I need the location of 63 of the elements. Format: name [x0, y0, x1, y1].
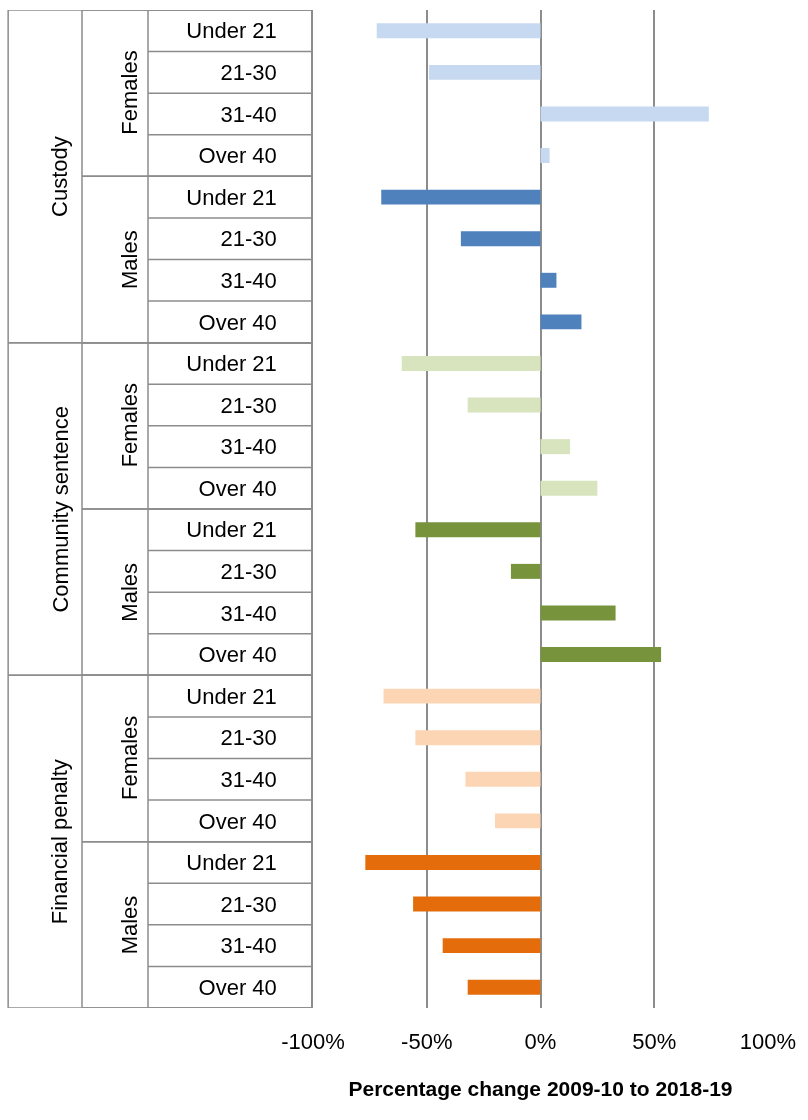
y-tick-label: Over 40: [198, 309, 277, 335]
x-tick-label: -50%: [401, 1029, 453, 1054]
text: Custody: [47, 136, 73, 217]
bar: [429, 64, 541, 80]
bar: [413, 896, 541, 912]
bar: [540, 605, 616, 621]
text: Males: [117, 230, 143, 290]
y-tick-label: 21-30: [220, 891, 277, 917]
text: Females: [116, 382, 142, 468]
bar: [540, 480, 598, 496]
text: Males: [116, 895, 142, 955]
bar: [383, 688, 541, 704]
bar: [540, 439, 571, 455]
text: Financial penalty: [46, 759, 72, 925]
x-axis-title: Percentage change 2009-10 to 2018-19: [348, 1077, 733, 1101]
y-tick-label: 31-40: [220, 267, 277, 293]
y-tick-label: 21-30: [220, 725, 277, 751]
text: Community sentence: [47, 405, 73, 613]
y-tick-label: 31-40: [220, 933, 277, 959]
bar: [467, 397, 541, 413]
bar: [540, 148, 550, 164]
y-tick-label: Under 21: [186, 683, 277, 709]
bar: [540, 272, 557, 288]
y-tick-label: 31-40: [220, 766, 277, 792]
bar: [495, 813, 541, 829]
y-tick-label: 21-30: [220, 60, 277, 86]
y-tick-label: Over 40: [198, 808, 277, 834]
y-tick-label: Under 21: [186, 18, 277, 44]
bar: [467, 979, 541, 995]
y-tick-label: Over 40: [198, 642, 277, 668]
y-tick-label: 31-40: [220, 600, 277, 626]
bar: [415, 730, 541, 746]
x-tick-label: 100%: [739, 1029, 797, 1054]
y-tick-label: 31-40: [220, 101, 277, 127]
bar: [540, 314, 582, 330]
text: Females: [117, 715, 143, 801]
y-tick-label: Under 21: [186, 850, 277, 876]
text: Males: [117, 562, 143, 622]
text: Females: [117, 50, 143, 135]
y-tick-label: 21-30: [220, 559, 277, 585]
y-tick-label: Under 21: [186, 517, 277, 543]
bar: [381, 189, 541, 205]
bar: [365, 854, 541, 870]
bar: [376, 23, 541, 39]
bar: [401, 355, 541, 371]
bar: [540, 647, 662, 663]
y-tick-label: Under 21: [186, 184, 277, 210]
y-tick-label: 21-30: [220, 392, 277, 418]
bar: [465, 771, 541, 787]
x-tick-label: 0%: [524, 1029, 557, 1054]
y-tick-label: Over 40: [198, 974, 277, 1000]
bar: [442, 938, 541, 954]
y-tick-label: Over 40: [198, 143, 277, 169]
x-tick-label: 50%: [632, 1029, 677, 1054]
bar: [415, 522, 541, 538]
bar: [510, 563, 541, 579]
bar: [460, 231, 541, 247]
y-tick-label: 21-30: [220, 226, 277, 252]
y-tick-label: Over 40: [198, 475, 277, 501]
y-tick-label: 31-40: [220, 434, 277, 460]
x-tick-label: -100%: [281, 1029, 345, 1054]
bar: [540, 106, 709, 122]
y-tick-label: Under 21: [186, 351, 277, 377]
